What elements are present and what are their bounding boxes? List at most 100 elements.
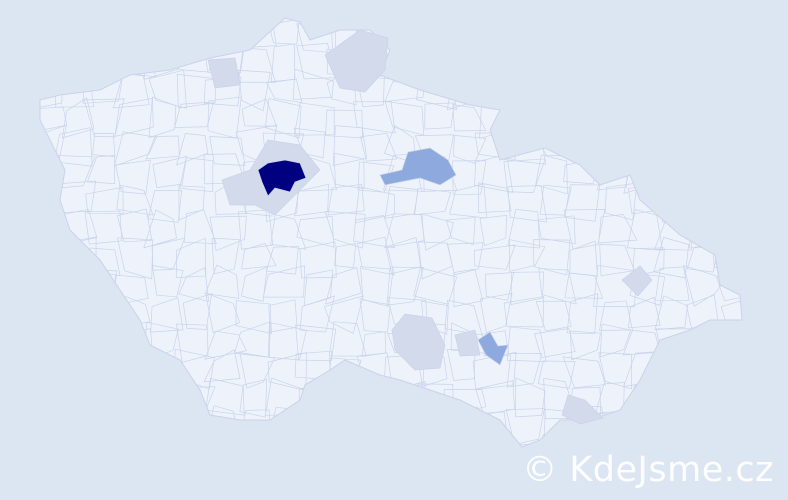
district: [61, 97, 95, 139]
region-low[interactable]: [391, 313, 446, 371]
district: [474, 154, 514, 193]
district: [63, 407, 94, 447]
district: [262, 434, 304, 447]
district: [504, 108, 548, 128]
district: [598, 214, 638, 244]
district: [116, 411, 151, 444]
district: [451, 160, 487, 196]
district: [332, 125, 368, 167]
district: [653, 44, 691, 83]
district: [324, 295, 364, 334]
district: [416, 41, 456, 75]
district: [334, 433, 362, 447]
district: [420, 213, 454, 251]
district: [655, 266, 690, 301]
district: [87, 349, 127, 382]
district: [537, 360, 576, 389]
district: [63, 266, 87, 304]
district: [360, 266, 394, 305]
district: [684, 128, 727, 165]
district: [659, 18, 696, 55]
region-mid[interactable]: [379, 147, 457, 186]
region-low[interactable]: [324, 29, 389, 93]
district: [452, 104, 487, 132]
district: [326, 405, 361, 443]
district: [40, 435, 65, 447]
region-low[interactable]: [454, 329, 481, 357]
district: [507, 78, 542, 108]
district: [205, 292, 241, 334]
district: [303, 269, 334, 307]
district: [683, 42, 716, 76]
district: [176, 133, 209, 166]
district: [93, 379, 123, 410]
district: [424, 440, 456, 447]
district: [720, 298, 742, 325]
district: [685, 70, 723, 109]
district: [178, 267, 210, 302]
district: [506, 353, 543, 388]
district: [515, 377, 546, 418]
region-low[interactable]: [561, 394, 604, 425]
district: [718, 132, 742, 157]
district: [483, 68, 516, 112]
district: [59, 18, 93, 45]
district: [507, 209, 541, 249]
district: [296, 215, 335, 248]
district: [682, 410, 722, 440]
district: [690, 180, 722, 221]
district: [147, 190, 183, 223]
district: [40, 293, 67, 326]
district: [623, 70, 658, 106]
district: [564, 184, 601, 222]
district: [713, 219, 742, 244]
district: [327, 184, 365, 216]
district: [241, 266, 268, 302]
district: [725, 408, 742, 445]
region-high-prague[interactable]: [257, 159, 307, 197]
district: [40, 18, 60, 54]
district: [479, 42, 511, 77]
district: [384, 213, 425, 249]
district: [40, 377, 64, 416]
district: [114, 18, 157, 50]
district: [299, 295, 335, 333]
district: [539, 184, 572, 216]
district: [717, 47, 742, 80]
district: [211, 237, 240, 275]
district: [113, 131, 157, 167]
region-mid[interactable]: [477, 331, 509, 366]
district: [40, 237, 57, 279]
district: [292, 68, 334, 100]
district: [625, 406, 666, 445]
region-low[interactable]: [621, 265, 653, 297]
district: [386, 266, 424, 306]
district: [353, 406, 396, 441]
district: [40, 45, 63, 72]
district: [264, 98, 302, 139]
district: [112, 73, 150, 109]
district: [208, 18, 245, 45]
district: [414, 187, 452, 216]
district: [449, 183, 488, 219]
district: [151, 237, 186, 271]
district: [446, 242, 484, 276]
district: [715, 99, 742, 131]
district: [324, 211, 366, 249]
country-outline: [39, 17, 743, 448]
district: [148, 69, 187, 109]
district: [506, 326, 547, 363]
district: [54, 358, 87, 391]
district: [569, 240, 598, 277]
district: [659, 106, 691, 140]
district: [569, 330, 601, 361]
district: [413, 267, 458, 305]
district: [40, 152, 62, 192]
district: [385, 237, 422, 275]
district: [144, 407, 184, 441]
region-low[interactable]: [207, 57, 241, 89]
district: [473, 440, 516, 447]
district: [714, 350, 742, 380]
district: [151, 265, 184, 298]
district: [114, 380, 155, 414]
